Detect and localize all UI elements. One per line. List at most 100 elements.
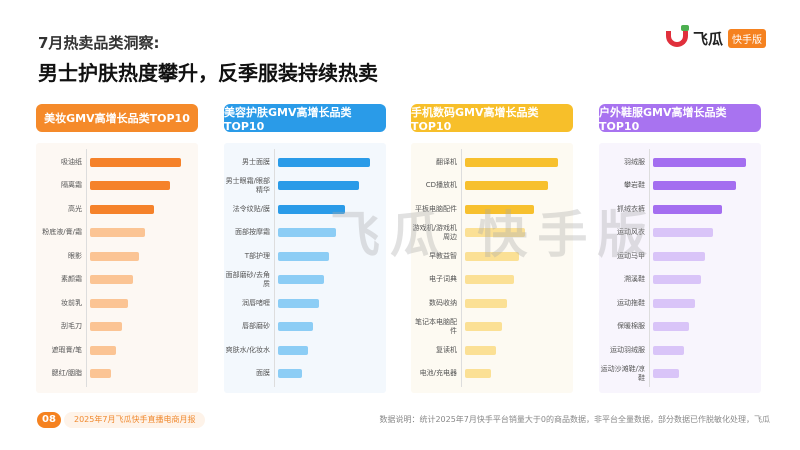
bar — [90, 204, 154, 214]
bar-row: 妆前乳 — [36, 292, 198, 314]
bar-row: 粉底液/膏/霜 — [36, 222, 198, 244]
bar — [90, 181, 170, 190]
page-title: 男士护肤热度攀升，反季服装持续热卖 — [38, 61, 378, 85]
category-label: 数码收纳 — [429, 298, 457, 307]
category-label: 润唇啫喱 — [242, 298, 270, 307]
category-label: 电子词典 — [429, 275, 457, 283]
bar-row: 隔离霜 — [36, 175, 198, 197]
bar-row: 运动沙滩鞋/凉鞋 — [599, 363, 761, 385]
category-label: 面膜 — [256, 369, 270, 377]
bar — [90, 251, 139, 261]
brand-logo: 飞瓜 快手版 — [666, 24, 767, 49]
bar-row: 复读机 — [411, 339, 573, 361]
category-label: 男士面膜 — [242, 157, 270, 166]
bar-row: 早教益智 — [411, 245, 573, 267]
feigua-logo-icon — [666, 24, 689, 47]
category-label: 运动羽绒服 — [610, 345, 645, 354]
chart-panel: 户外鞋服GMV高增长品类TOP10 羽绒服 攀岩鞋 抓绒衣裤 运动风衣 运动马甲 溯溪鞋 运动… — [599, 104, 761, 393]
bar — [90, 298, 128, 308]
bar — [465, 157, 558, 167]
category-label: 面部磨砂/去角质 — [225, 270, 270, 288]
bar — [653, 251, 705, 261]
bar — [465, 204, 534, 214]
category-label: 早教益智 — [429, 251, 457, 260]
bar-row: 男士眼霜/眼部精华 — [224, 175, 386, 197]
bar-row: 运动拖鞋 — [599, 292, 761, 314]
bar-row: 腮红/胭脂 — [36, 363, 198, 385]
bar-row: 攀岩鞋 — [599, 175, 761, 197]
axis-line — [649, 149, 650, 387]
page-subtitle: 7月热卖品类洞察: — [38, 34, 160, 52]
category-label: 法令纹贴/膜 — [232, 204, 270, 213]
category-label: 男士眼霜/眼部精华 — [225, 176, 270, 194]
category-label: 保暖棉服 — [617, 322, 645, 330]
chart-panel: 美容护肤GMV高增长品类TOP10 男士面膜男士眼霜/眼部精华法令纹贴/膜面部按摩… — [224, 104, 386, 393]
category-label: 复读机 — [436, 345, 457, 354]
category-label: 眼影 — [68, 251, 82, 260]
chart-title: 手机数码GMV高增长品类TOP10 — [411, 104, 573, 133]
bar-row: 刮毛刀 — [36, 316, 198, 338]
category-label: 运动马甲 — [617, 251, 645, 260]
bar-row: 数码收纳 — [411, 292, 573, 314]
bar — [90, 345, 116, 355]
bar-row: 羽绒服 — [599, 151, 761, 173]
bar-row: 面膜 — [224, 363, 386, 385]
category-label: 腮红/胭脂 — [51, 369, 82, 377]
bar-row: 翻译机 — [411, 151, 573, 173]
category-label: 妆前乳 — [61, 298, 82, 307]
category-label: 羽绒服 — [624, 157, 645, 166]
bar — [653, 204, 722, 214]
category-label: 运动沙滩鞋/凉鞋 — [600, 364, 645, 382]
category-label: 高光 — [68, 204, 82, 213]
bar — [653, 369, 679, 378]
bar — [278, 322, 313, 331]
bar — [465, 275, 514, 284]
bar — [278, 157, 370, 167]
bar-row: 笔记本电脑配件 — [411, 316, 573, 338]
bar — [278, 251, 329, 261]
category-label: 翻译机 — [436, 157, 457, 166]
bar-row: 面部磨砂/去角质 — [224, 269, 386, 291]
bar — [465, 181, 548, 190]
bar-row: 唇部磨砂 — [224, 316, 386, 338]
bar-row: 运动羽绒服 — [599, 339, 761, 361]
chart-body: 男士面膜男士眼霜/眼部精华法令纹贴/膜面部按摩霜 T部护理面部磨砂/去角质润唇啫喱… — [224, 143, 386, 393]
axis-line — [274, 149, 275, 387]
bar-row: 高光 — [36, 198, 198, 220]
category-label: 溯溪鞋 — [624, 275, 645, 283]
bar — [90, 322, 122, 331]
bar-row: 面部按摩霜 — [224, 222, 386, 244]
bar — [90, 369, 111, 378]
bar-row: 眼影 — [36, 245, 198, 267]
bar — [465, 369, 491, 378]
bar-row: 抓绒衣裤 — [599, 198, 761, 220]
chart-body: 吸油纸 隔离霜 高光 粉底液/膏/霜 眼影 素颜霜 妆前乳 刮毛刀 遮瑕膏/笔 腮红/胭脂 — [36, 143, 198, 393]
bar-row: 爽肤水/化妆水 — [224, 339, 386, 361]
category-label: 运动拖鞋 — [617, 298, 645, 307]
bar — [653, 298, 695, 308]
bar — [278, 298, 319, 308]
bar-row: 溯溪鞋 — [599, 269, 761, 291]
chart-title: 户外鞋服GMV高增长品类TOP10 — [599, 104, 761, 133]
bar-row: 运动马甲 — [599, 245, 761, 267]
category-label: 隔离霜 — [61, 181, 82, 189]
category-label: 遮瑕膏/笔 — [51, 345, 82, 354]
category-label: 吸油纸 — [61, 157, 82, 166]
bar-row: 吸油纸 — [36, 151, 198, 173]
bar-row: 保暖棉服 — [599, 316, 761, 338]
bar-row: 遮瑕膏/笔 — [36, 339, 198, 361]
bar-row: T部护理 — [224, 245, 386, 267]
bar — [465, 251, 519, 261]
axis-line — [461, 149, 462, 387]
data-note: 数据说明：统计2025年7月快手平台销量大于0的商品数据，非平台全量数据，部分数… — [379, 415, 770, 424]
chart-title: 美容护肤GMV高增长品类TOP10 — [224, 104, 386, 133]
bar-row: 游戏机/游戏机周边 — [411, 222, 573, 244]
bar — [278, 275, 324, 284]
bar — [653, 275, 701, 284]
bar — [90, 157, 181, 167]
bar — [653, 228, 713, 237]
category-label: 唇部磨砂 — [242, 322, 270, 330]
bar-row: 电子词典 — [411, 269, 573, 291]
page-number: 08 — [37, 412, 61, 428]
chart-panel: 手机数码GMV高增长品类TOP10 翻译机 CD播放机 平板电脑配件 游戏机/游戏机周边… — [411, 104, 573, 393]
